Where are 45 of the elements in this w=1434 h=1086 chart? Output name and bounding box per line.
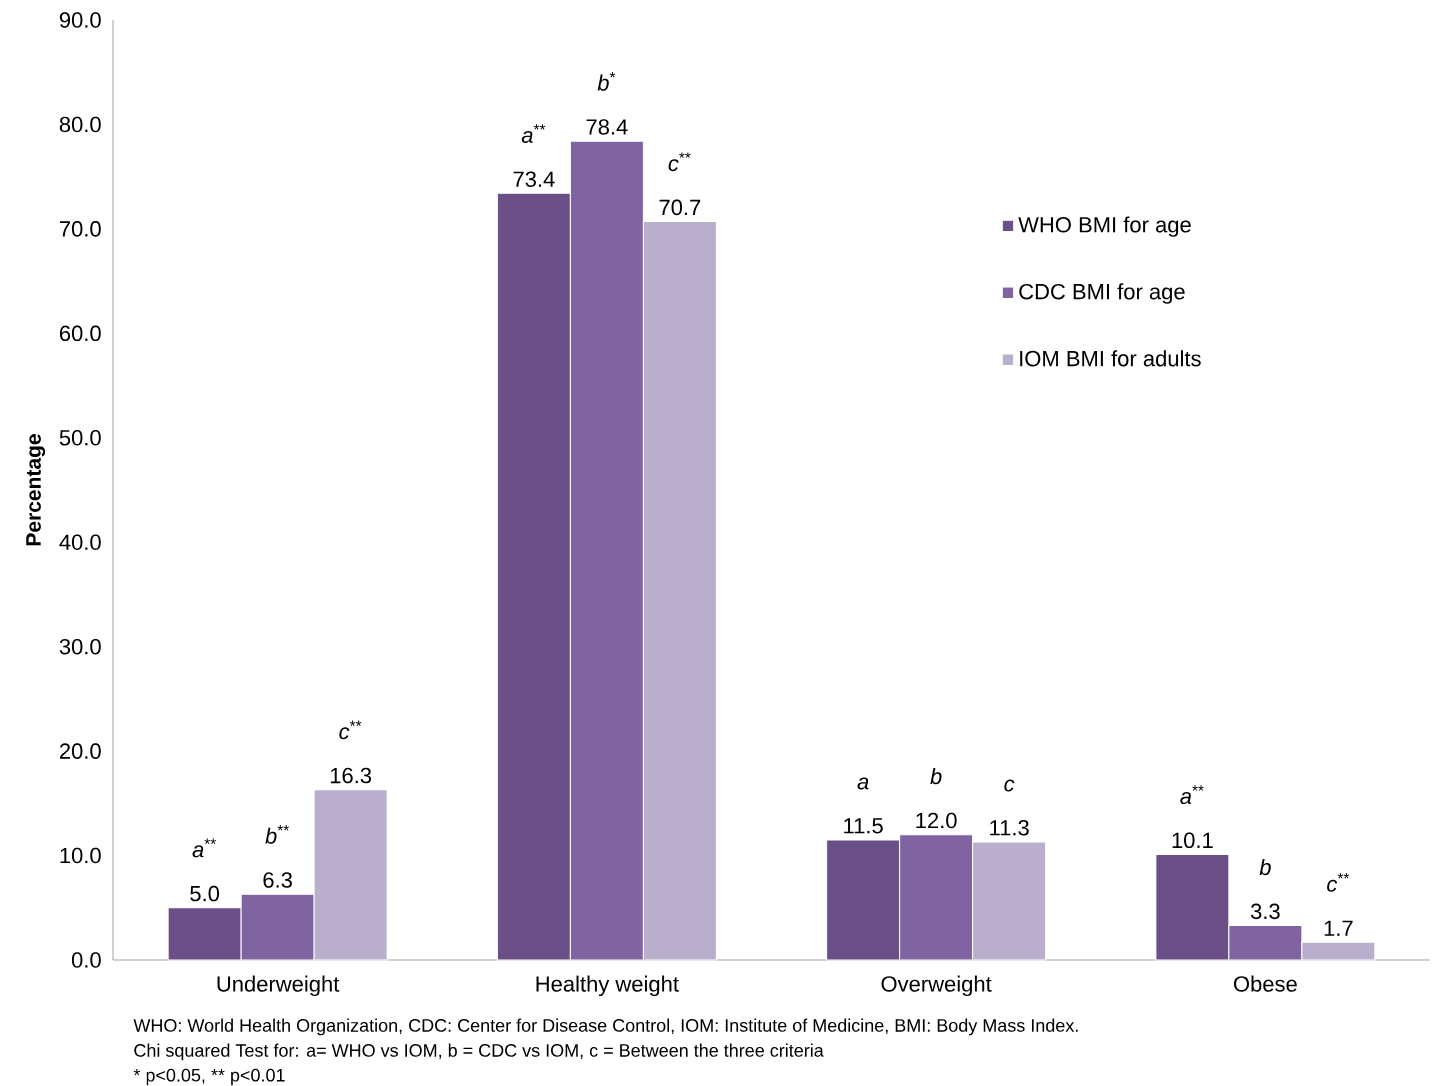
y-tick-label: 60.0 [59, 325, 101, 342]
y-axis-title: Percentage [26, 434, 46, 546]
y-tick-label: 40.0 [59, 534, 101, 551]
annotation: b$^{*}$ [597, 71, 616, 91]
data-label: 11.3 [990, 820, 1029, 836]
annotation: a$^{**}$ [1180, 785, 1204, 805]
x-tick-label: Healthy weight [536, 975, 679, 997]
data-label: 73.4 [513, 171, 555, 187]
annotation: b [1259, 858, 1271, 876]
y-tick-label: 30.0 [59, 638, 101, 655]
legend-label: IOM BMI for adults [1020, 350, 1201, 367]
data-label: 3.3 [1250, 903, 1280, 920]
x-tick-label: Obese [1234, 975, 1297, 992]
data-label: 1.7 [1324, 920, 1353, 936]
annotation: a$^{**}$ [192, 838, 216, 858]
y-tick-label: 70.0 [59, 221, 101, 237]
annotation: b [930, 768, 942, 785]
data-label: 5.0 [190, 885, 220, 902]
annotation: c$^{**}$ [1327, 873, 1350, 892]
annotation: a$^{**}$ [521, 124, 546, 143]
data-label: 10.1 [1172, 832, 1213, 849]
annotation: c [1004, 779, 1015, 792]
x-tick-label: Overweight [881, 975, 992, 997]
y-tick-label: 0.0 [71, 952, 101, 968]
annotation: c$^{**}$ [668, 152, 691, 172]
x-tick-label: Underweight [217, 975, 340, 997]
text: WHO: World Health Organization, CDC: Center for Disease Control, IOM: Institute of Medicine, BMI: Body Mass Index. [133, 1018, 1078, 1036]
y-tick-label: 80.0 [59, 116, 101, 133]
legend-label: WHO BMI for age [1018, 216, 1191, 237]
annotation: b$^{**}$ [265, 825, 289, 844]
data-label: 78.4 [586, 119, 628, 135]
text: * p<0.05, ** p<0.01 [133, 1068, 285, 1086]
y-tick-label: 10.0 [60, 847, 101, 864]
annotation: c$^{**}$ [339, 720, 362, 740]
text: Chi squared Test for: a= WHO vs IOM, b = CDC vs IOM, c = Between the three criteria [134, 1043, 824, 1061]
data-label: 6.3 [263, 872, 292, 888]
legend-label: CDC BMI for age [1019, 283, 1185, 304]
y-tick-label: 90.0 [59, 12, 101, 28]
data-label: 70.7 [659, 199, 701, 216]
annotation: a [857, 777, 869, 790]
y-tick-label: 50.0 [59, 430, 101, 446]
data-label: 16.3 [330, 767, 372, 784]
data-label: 12.0 [916, 812, 957, 829]
y-tick-label: 20.0 [59, 743, 101, 759]
data-label: 11.5 [844, 818, 883, 834]
